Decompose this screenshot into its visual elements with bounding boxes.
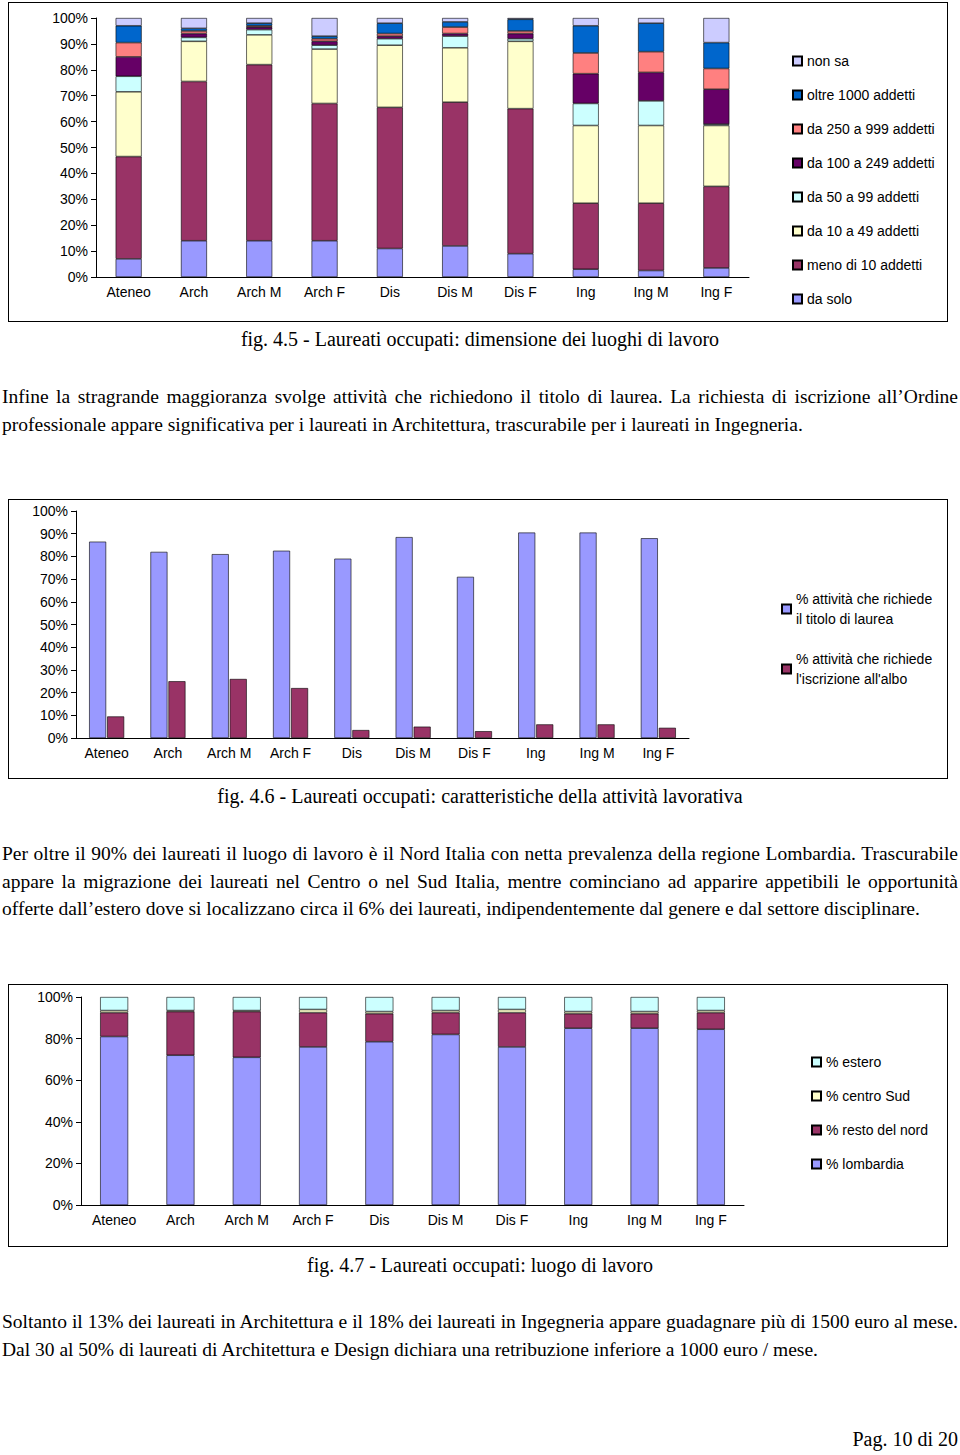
svg-text:Dis F: Dis F xyxy=(496,1212,529,1228)
svg-text:non sa: non sa xyxy=(807,53,849,69)
svg-text:40%: 40% xyxy=(60,165,88,181)
svg-text:Arch: Arch xyxy=(180,284,209,300)
svg-text:Dis F: Dis F xyxy=(458,745,491,761)
svg-text:30%: 30% xyxy=(40,662,68,678)
svg-text:Ing M: Ing M xyxy=(580,745,615,761)
svg-text:Dis M: Dis M xyxy=(428,1212,464,1228)
svg-text:Ing F: Ing F xyxy=(695,1212,727,1228)
svg-text:20%: 20% xyxy=(45,1155,73,1171)
svg-text:Dis M: Dis M xyxy=(437,284,473,300)
svg-text:20%: 20% xyxy=(60,217,88,233)
svg-text:% attività che richiede: % attività che richiede xyxy=(796,591,936,607)
svg-text:% centro Sud: % centro Sud xyxy=(826,1088,910,1104)
svg-text:Dis: Dis xyxy=(342,745,362,761)
svg-text:0%: 0% xyxy=(53,1197,73,1213)
svg-text:20%: 20% xyxy=(40,685,68,701)
svg-text:Ateneo: Ateneo xyxy=(106,284,151,300)
svg-text:meno di 10 addetti: meno di 10 addetti xyxy=(807,257,922,273)
html-text:fig. 4.5 - Laureati occupati:: fig. 4.5 - Laureati occupati: dimensione… xyxy=(240,328,720,350)
svg-text:Arch M: Arch M xyxy=(207,745,251,761)
svg-text:Ing: Ing xyxy=(569,1212,588,1228)
svg-text:40%: 40% xyxy=(45,1114,73,1130)
svg-text:% lombardia: % lombardia xyxy=(826,1156,904,1172)
svg-text:% attività che richiede: % attività che richiede xyxy=(796,651,936,667)
svg-text:Dis F: Dis F xyxy=(504,284,537,300)
svg-text:Dis M: Dis M xyxy=(395,745,431,761)
svg-text:Ateneo: Ateneo xyxy=(92,1212,137,1228)
svg-text:0%: 0% xyxy=(68,269,88,285)
svg-text:da 50 a 99 addetti: da 50 a 99 addetti xyxy=(807,189,919,205)
svg-text:% estero: % estero xyxy=(826,1054,881,1070)
svg-text:Dis: Dis xyxy=(369,1212,389,1228)
svg-text:Ing: Ing xyxy=(526,745,545,761)
svg-text:Ateneo: Ateneo xyxy=(84,745,129,761)
svg-text:da 10 a 49 addetti: da 10 a 49 addetti xyxy=(807,223,919,239)
html-text:fig. 4.6 - Laureati occupati:: fig. 4.6 - Laureati occupati: caratteris… xyxy=(217,785,743,807)
svg-text:Ing F: Ing F xyxy=(700,284,732,300)
svg-text:70%: 70% xyxy=(60,88,88,104)
svg-text:90%: 90% xyxy=(60,36,88,52)
svg-text:100%: 100% xyxy=(37,989,73,1005)
svg-text:Ing M: Ing M xyxy=(627,1212,662,1228)
svg-text:Arch F: Arch F xyxy=(270,745,311,761)
svg-text:30%: 30% xyxy=(60,191,88,207)
svg-text:Ing F: Ing F xyxy=(642,745,674,761)
svg-text:l'iscrizione all'albo: l'iscrizione all'albo xyxy=(796,671,907,687)
svg-text:oltre 1000 addetti: oltre 1000 addetti xyxy=(807,87,915,103)
svg-text:60%: 60% xyxy=(60,114,88,130)
svg-text:Arch F: Arch F xyxy=(304,284,345,300)
svg-text:da 250 a 999 addetti: da 250 a 999 addetti xyxy=(807,121,935,137)
svg-text:60%: 60% xyxy=(45,1072,73,1088)
svg-text:Arch F: Arch F xyxy=(292,1212,333,1228)
svg-text:Ing M: Ing M xyxy=(634,284,669,300)
svg-text:60%: 60% xyxy=(40,594,68,610)
svg-text:Arch M: Arch M xyxy=(237,284,281,300)
svg-text:Arch M: Arch M xyxy=(225,1212,269,1228)
svg-text:100%: 100% xyxy=(32,503,68,519)
svg-text:10%: 10% xyxy=(40,707,68,723)
html-text:Soltanto il 13% dei laureati i: Soltanto il 13% dei laureati in Architet… xyxy=(2,1311,958,1360)
svg-text:80%: 80% xyxy=(60,62,88,78)
svg-text:10%: 10% xyxy=(60,243,88,259)
svg-text:50%: 50% xyxy=(60,140,88,156)
svg-text:Dis: Dis xyxy=(380,284,400,300)
svg-text:% resto del nord: % resto del nord xyxy=(826,1122,928,1138)
svg-text:50%: 50% xyxy=(40,617,68,633)
svg-text:80%: 80% xyxy=(40,548,68,564)
svg-text:da 100 a 249 addetti: da 100 a 249 addetti xyxy=(807,155,935,171)
svg-text:40%: 40% xyxy=(40,639,68,655)
svg-text:Arch: Arch xyxy=(166,1212,195,1228)
svg-text:Arch: Arch xyxy=(154,745,183,761)
svg-text:Ing: Ing xyxy=(576,284,595,300)
svg-text:80%: 80% xyxy=(45,1031,73,1047)
svg-text:90%: 90% xyxy=(40,526,68,542)
svg-text:da solo: da solo xyxy=(807,291,852,307)
html-text:Pag. 10 di 20: Pag. 10 di 20 xyxy=(852,1428,958,1450)
svg-text:70%: 70% xyxy=(40,571,68,587)
svg-text:0%: 0% xyxy=(48,730,68,746)
html-text:Infine la stragrande maggioran: Infine la stragrande maggioranza svolge … xyxy=(2,386,958,435)
svg-text:il titolo di laurea: il titolo di laurea xyxy=(796,611,893,627)
html-text:fig. 4.7 - Laureati occupati:: fig. 4.7 - Laureati occupati: luogo di l… xyxy=(307,1254,653,1276)
svg-text:100%: 100% xyxy=(52,10,88,26)
html-text:Per oltre il 90% dei laureati: Per oltre il 90% dei laureati il luogo d… xyxy=(2,843,958,919)
